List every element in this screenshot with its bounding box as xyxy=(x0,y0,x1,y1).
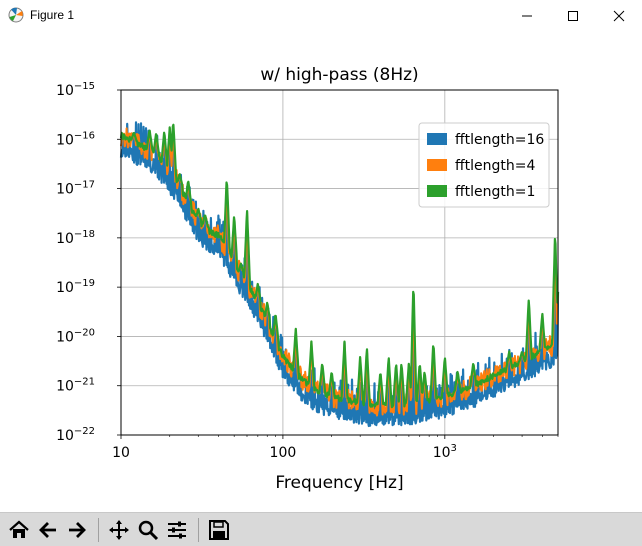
configure-subplots-button[interactable] xyxy=(164,517,190,543)
maximize-button[interactable] xyxy=(550,0,596,31)
home-icon xyxy=(9,520,29,538)
chart-title: w/ high-pass (8Hz) xyxy=(260,65,418,85)
y-tick-label: 10−16 xyxy=(56,130,95,148)
pan-button[interactable] xyxy=(106,517,132,543)
y-tick-label: 10−22 xyxy=(56,426,95,444)
forward-arrow-icon xyxy=(69,522,86,538)
y-tick-label: 10−15 xyxy=(56,81,95,99)
y-tick-label: 10−21 xyxy=(56,377,95,395)
y-tick-label: 10−20 xyxy=(56,327,95,345)
legend-swatch xyxy=(427,133,447,145)
legend-label: fftlength=1 xyxy=(455,184,535,200)
toolbar-separator xyxy=(198,518,199,542)
plot-frame xyxy=(120,89,559,436)
close-icon xyxy=(613,10,625,21)
x-tick-label: 10 xyxy=(112,445,130,461)
matplotlib-figure-icon xyxy=(8,7,24,23)
figure-canvas[interactable]: 10 100 103 10−15 10−16 10−17 10−18 10−19 10−20 10… xyxy=(0,31,642,512)
minimize-button[interactable] xyxy=(504,0,550,31)
x-axis-label: Frequency [Hz] xyxy=(275,473,403,493)
zoom-button[interactable] xyxy=(135,517,161,543)
zoom-magnifier-icon xyxy=(138,520,159,541)
back-button[interactable] xyxy=(35,517,61,543)
psd-chart[interactable]: 10 100 103 10−15 10−16 10−17 10−18 10−19 10−20 10… xyxy=(0,31,642,512)
y-tick-label: 10−18 xyxy=(56,229,95,247)
save-floppy-icon xyxy=(209,520,229,540)
window-title: Figure 1 xyxy=(30,8,75,22)
y-tick-label: 10−17 xyxy=(56,180,95,198)
navigation-toolbar xyxy=(0,512,642,546)
maximize-icon xyxy=(568,10,578,21)
legend-label: fftlength=16 xyxy=(455,132,544,148)
toolbar-separator xyxy=(98,518,99,542)
x-tick-label: 103 xyxy=(433,443,457,461)
legend: fftlength=16 fftlength=4 fftlength=1 xyxy=(418,122,550,208)
series-layer xyxy=(119,121,560,428)
minimize-icon xyxy=(522,15,532,16)
close-button[interactable] xyxy=(596,0,642,31)
ticks: 10 100 103 10−15 10−16 10−17 10−18 10−19 10−20 10… xyxy=(56,81,559,461)
forward-button[interactable] xyxy=(64,517,90,543)
back-arrow-icon xyxy=(39,522,56,538)
configure-subplots-icon xyxy=(168,521,186,539)
series-line-fftlength=4 xyxy=(120,126,559,417)
save-button[interactable] xyxy=(206,517,232,543)
legend-box xyxy=(418,122,550,208)
legend-swatch xyxy=(427,185,447,197)
x-tick-label: 100 xyxy=(270,445,297,461)
y-tick-label: 10−19 xyxy=(56,278,95,296)
series-line-fftlength=1 xyxy=(119,123,560,409)
window-titlebar: Figure 1 xyxy=(0,0,642,31)
home-button[interactable] xyxy=(6,517,32,543)
pan-move-icon xyxy=(109,520,129,540)
legend-swatch xyxy=(427,159,447,171)
legend-label: fftlength=4 xyxy=(455,158,535,174)
